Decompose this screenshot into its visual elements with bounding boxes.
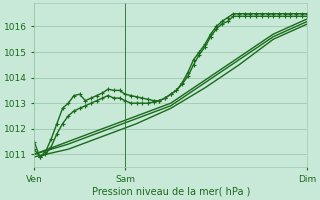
X-axis label: Pression niveau de la mer( hPa ): Pression niveau de la mer( hPa ): [92, 187, 250, 197]
